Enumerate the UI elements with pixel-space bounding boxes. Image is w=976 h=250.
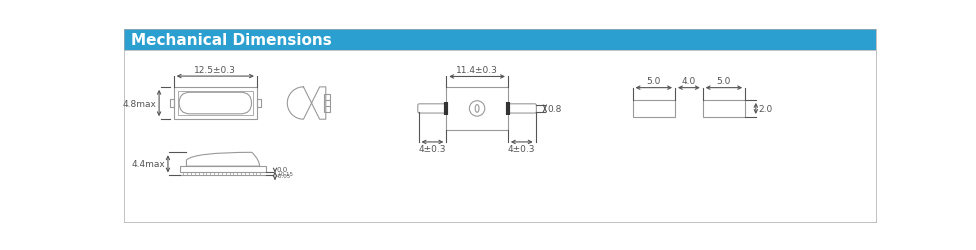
Text: 4±0.3: 4±0.3	[419, 145, 446, 154]
Bar	[174, 88, 257, 120]
Bar	[324, 95, 331, 112]
Bar	[446, 88, 508, 130]
Text: 11.4±0.3: 11.4±0.3	[456, 66, 498, 75]
Bar	[181, 166, 265, 172]
Circle shape	[469, 101, 485, 117]
Bar	[257, 100, 261, 108]
Text: 0.0: 0.0	[276, 166, 288, 172]
FancyBboxPatch shape	[508, 104, 537, 114]
Text: 4.4max: 4.4max	[132, 160, 166, 169]
Text: 5.0: 5.0	[716, 77, 731, 86]
Text: 5.0: 5.0	[647, 77, 661, 86]
Text: 12.5±0.3: 12.5±0.3	[194, 66, 236, 74]
Text: 0.8: 0.8	[548, 104, 561, 114]
Text: 4.8max: 4.8max	[123, 99, 157, 108]
Bar	[632, 100, 675, 117]
Text: Mechanical Dimensions: Mechanical Dimensions	[131, 33, 331, 48]
Bar	[178, 91, 253, 116]
Text: +0.15: +0.15	[276, 171, 294, 176]
Bar	[170, 100, 174, 108]
Bar	[125, 30, 875, 51]
Bar	[703, 100, 745, 117]
Text: 2.0: 2.0	[758, 104, 772, 114]
Text: 4±0.3: 4±0.3	[508, 145, 536, 154]
Text: -0.05: -0.05	[276, 174, 291, 178]
Text: 4.0: 4.0	[681, 77, 696, 86]
FancyBboxPatch shape	[418, 104, 447, 114]
